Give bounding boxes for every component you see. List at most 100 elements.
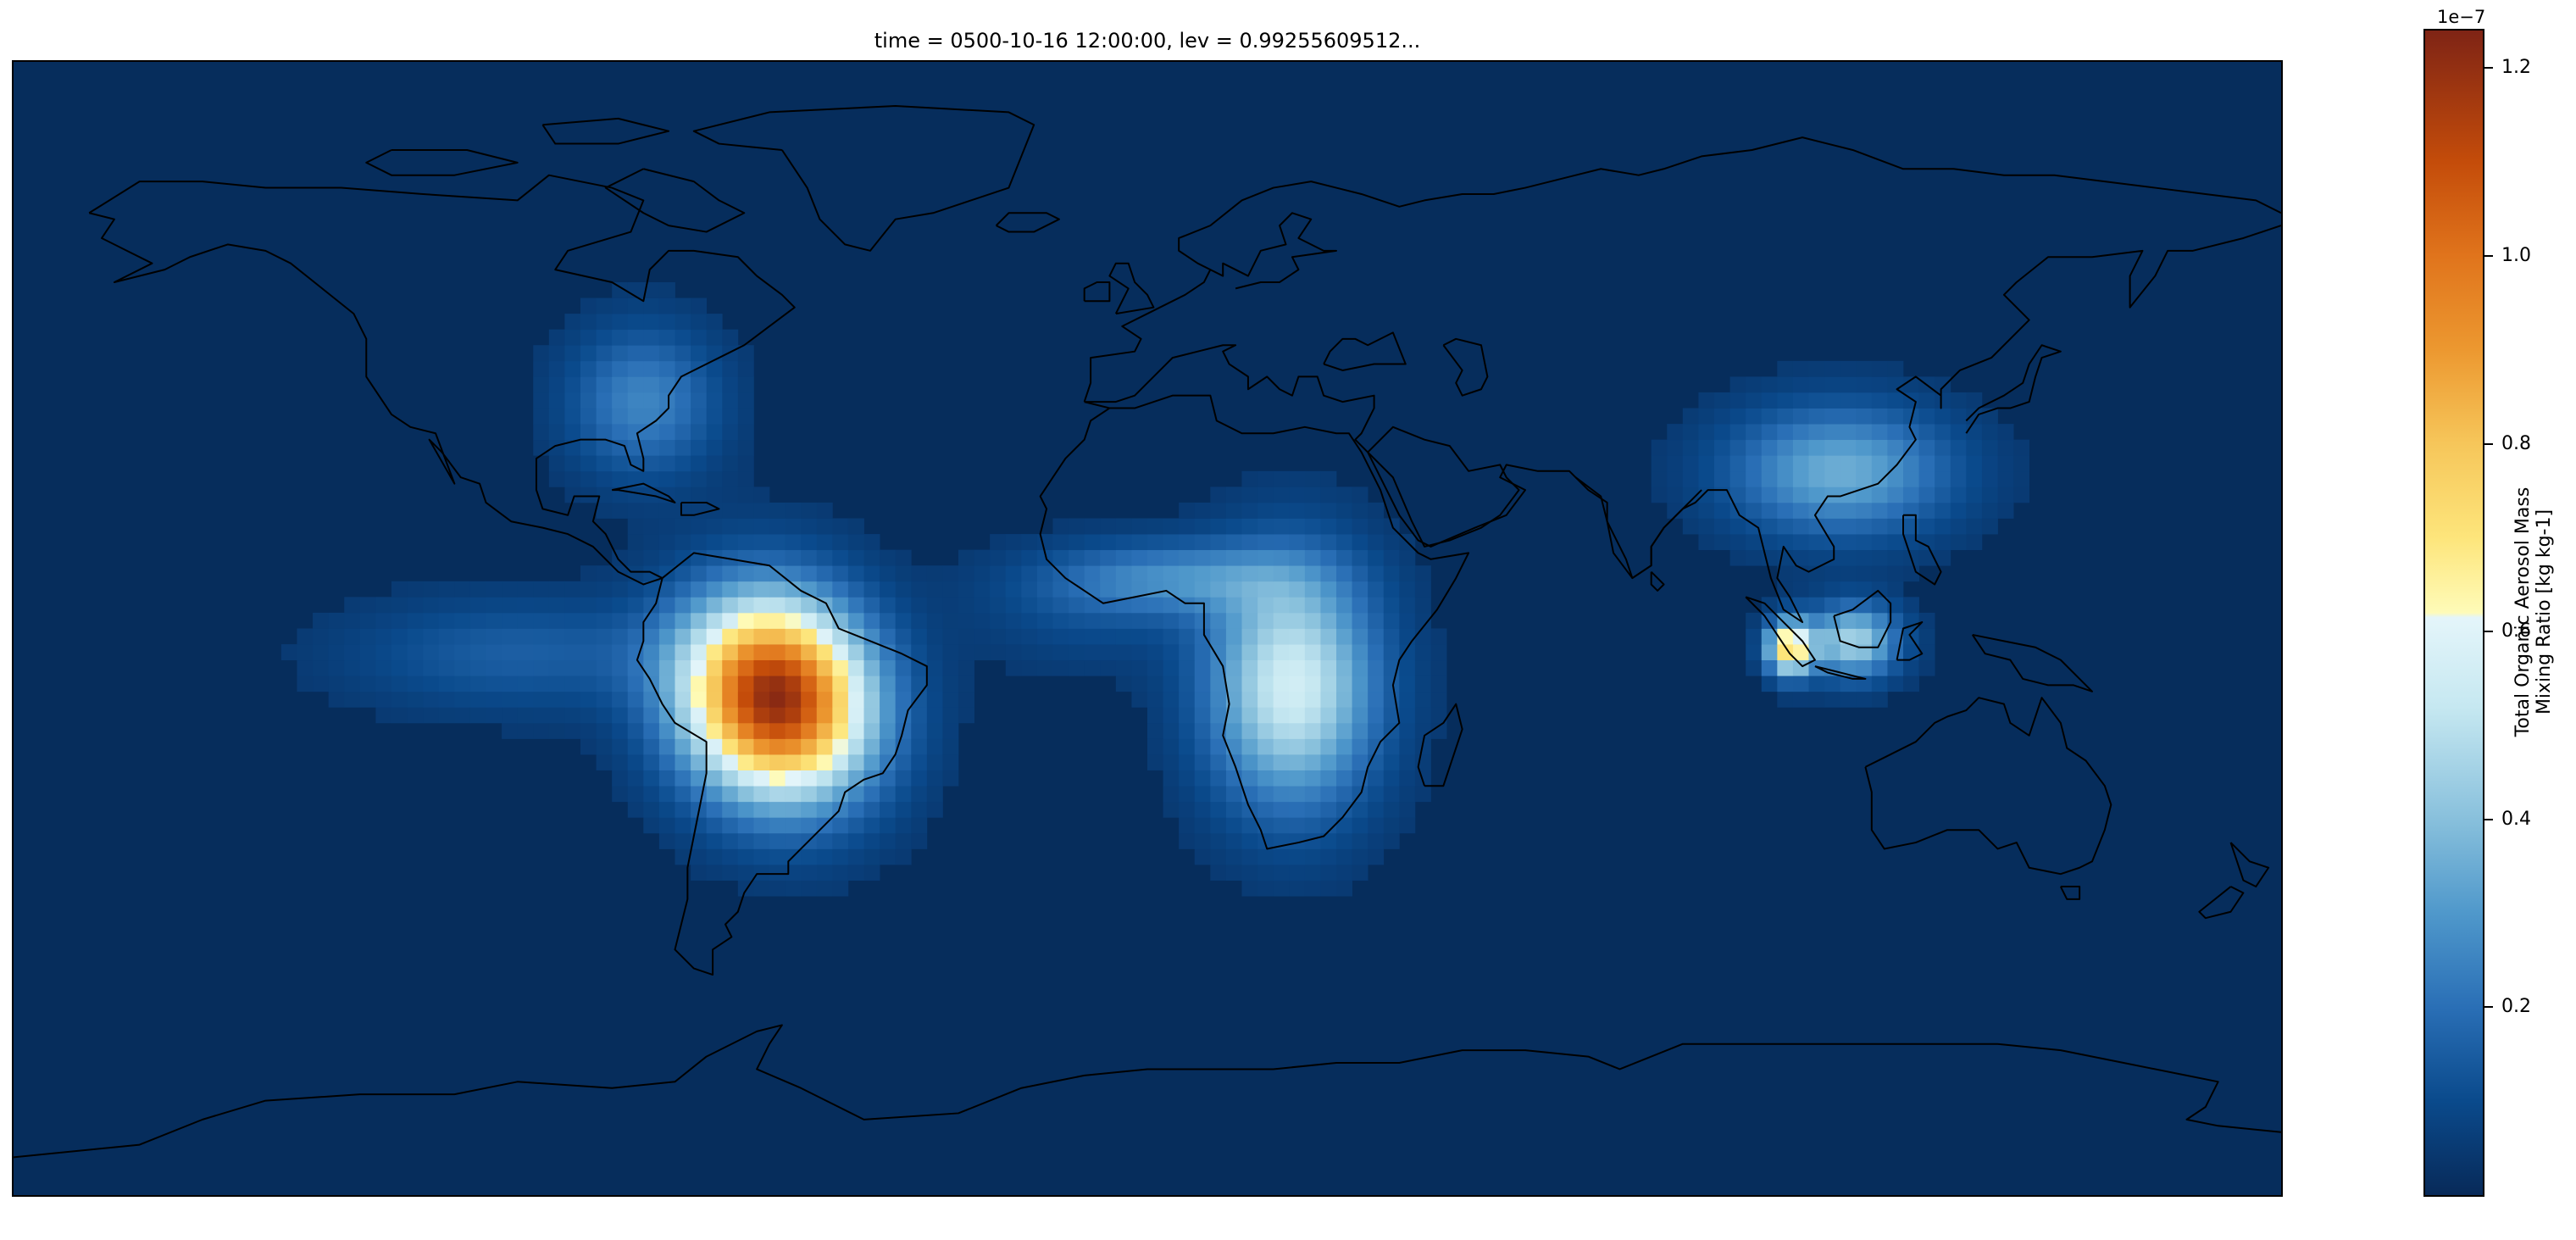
grid-cell <box>1163 565 1180 582</box>
grid-cell <box>691 628 708 645</box>
grid-cell <box>1887 360 1904 377</box>
grid-cell <box>832 659 849 676</box>
grid-cell <box>1777 424 1794 441</box>
grid-cell <box>1871 424 1888 441</box>
grid-cell <box>1935 424 1951 441</box>
grid-cell <box>1194 754 1211 770</box>
grid-cell <box>502 659 519 676</box>
grid-cell <box>1147 691 1163 708</box>
grid-cell <box>596 487 613 503</box>
grid-cell <box>1714 487 1730 503</box>
grid-cell <box>816 786 833 803</box>
grid-cell <box>1257 470 1274 487</box>
grid-cell <box>1194 770 1211 787</box>
grid-cell <box>1210 786 1227 803</box>
grid-cell <box>1792 628 1809 645</box>
grid-cell <box>816 691 833 708</box>
grid-cell <box>359 612 376 629</box>
grid-cell <box>375 597 392 614</box>
grid-cell <box>990 628 1007 645</box>
grid-cell <box>486 644 502 661</box>
grid-cell <box>1792 597 1809 614</box>
grid-cell <box>533 612 550 629</box>
grid-cell <box>1856 455 1873 472</box>
grid-cell <box>1179 534 1196 551</box>
grid-cell <box>1320 786 1337 803</box>
grid-cell <box>1115 676 1132 692</box>
grid-cell <box>1368 518 1385 535</box>
grid-cell <box>359 644 376 661</box>
grid-cell <box>1241 518 1258 535</box>
grid-cell <box>1225 786 1242 803</box>
grid-cell <box>1352 676 1368 692</box>
coast-india <box>1575 477 1702 578</box>
grid-cell <box>769 817 786 834</box>
grid-cell <box>675 628 691 645</box>
grid-cell <box>407 707 424 724</box>
grid-cell <box>658 549 675 566</box>
grid-cell <box>1808 408 1825 425</box>
grid-cell <box>1052 534 1069 551</box>
grid-cell <box>722 691 739 708</box>
grid-cell <box>1368 581 1385 598</box>
grid-cell <box>753 565 770 582</box>
grid-cell <box>548 691 565 708</box>
grid-cell <box>1840 691 1857 708</box>
grid-cell <box>627 581 644 598</box>
grid-cell <box>801 738 818 755</box>
grid-cell <box>643 581 660 598</box>
coast-antarctica <box>14 1025 2281 1157</box>
grid-cell <box>1336 597 1352 614</box>
grid-cell <box>423 659 440 676</box>
grid-cell <box>706 455 723 472</box>
grid-cell <box>1257 848 1274 865</box>
grid-cell <box>958 628 974 645</box>
grid-cell <box>627 392 644 409</box>
grid-cell <box>580 439 597 456</box>
grid-cell <box>911 707 928 724</box>
grid-cell <box>1840 424 1857 441</box>
grid-cell <box>785 707 802 724</box>
grid-cell <box>801 628 818 645</box>
grid-cell <box>832 707 849 724</box>
grid-cell <box>1273 502 1290 519</box>
grid-cell <box>1918 455 1935 472</box>
grid-cell <box>832 691 849 708</box>
grid-cell <box>1069 518 1085 535</box>
grid-cell <box>1257 549 1274 566</box>
grid-cell <box>1792 518 1809 535</box>
grid-cell <box>658 518 675 535</box>
grid-cell <box>1304 565 1321 582</box>
aerosol-field <box>14 62 2281 1195</box>
grid-cell <box>1761 376 1778 393</box>
grid-cell <box>801 612 818 629</box>
grid-cell <box>1210 565 1227 582</box>
grid-cell <box>880 581 897 598</box>
grid-cell <box>816 612 833 629</box>
grid-cell <box>548 470 565 487</box>
grid-cell <box>801 659 818 676</box>
grid-cell <box>1163 612 1180 629</box>
grid-cell <box>1667 439 1684 456</box>
grid-cell <box>958 581 974 598</box>
grid-cell <box>1241 628 1258 645</box>
grid-cell <box>1131 676 1148 692</box>
grid-cell <box>753 832 770 849</box>
grid-cell <box>958 549 974 566</box>
grid-cell <box>722 644 739 661</box>
grid-cell <box>753 722 770 739</box>
grid-cell <box>658 612 675 629</box>
grid-cell <box>533 676 550 692</box>
grid-cell <box>1289 518 1306 535</box>
grid-cell <box>564 345 581 362</box>
grid-cell <box>753 581 770 598</box>
grid-cell <box>675 455 691 472</box>
grid-cell <box>1383 770 1400 787</box>
grid-cell <box>1304 865 1321 881</box>
grid-cell <box>1368 722 1385 739</box>
grid-cell <box>643 691 660 708</box>
grid-cell <box>344 659 361 676</box>
grid-cell <box>1194 676 1211 692</box>
grid-cell <box>658 281 675 298</box>
grid-cell <box>1273 565 1290 582</box>
